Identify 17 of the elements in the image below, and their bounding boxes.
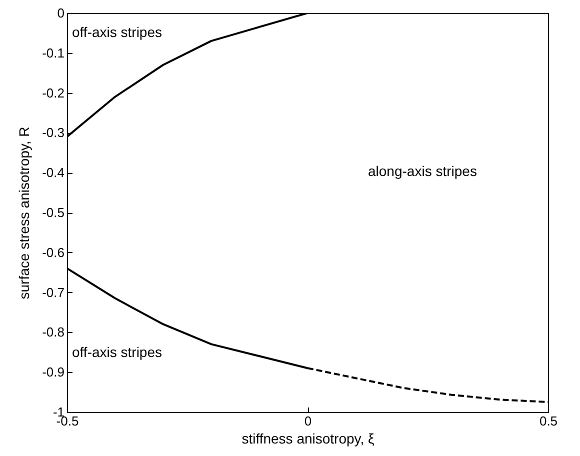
annotation: off-axis stripes [72,24,162,40]
y-tick-label: -0.7 [42,284,64,300]
y-tick-label: 0 [57,6,64,20]
y-tick-label: -0.3 [42,125,64,140]
y-tick-label: -0.2 [42,85,64,100]
x-tick-label: 0.5 [539,414,558,428]
y-axis-title: surface stress anisotropy, R [16,126,32,300]
y-tick-label: -0.9 [42,364,64,380]
y-tick-label: -0.4 [42,165,64,180]
y-tick-label: -0.5 [42,205,64,220]
y-tick-label: -0.8 [42,324,64,340]
annotation: along-axis stripes [368,163,477,179]
x-axis-title: stiffness anisotropy, ξ [242,430,374,446]
x-tick-label: 0 [304,414,312,428]
y-tick-label: -0.1 [42,45,64,60]
y-tick-label: -0.6 [42,244,64,260]
annotation: off-axis stripes [72,344,162,360]
